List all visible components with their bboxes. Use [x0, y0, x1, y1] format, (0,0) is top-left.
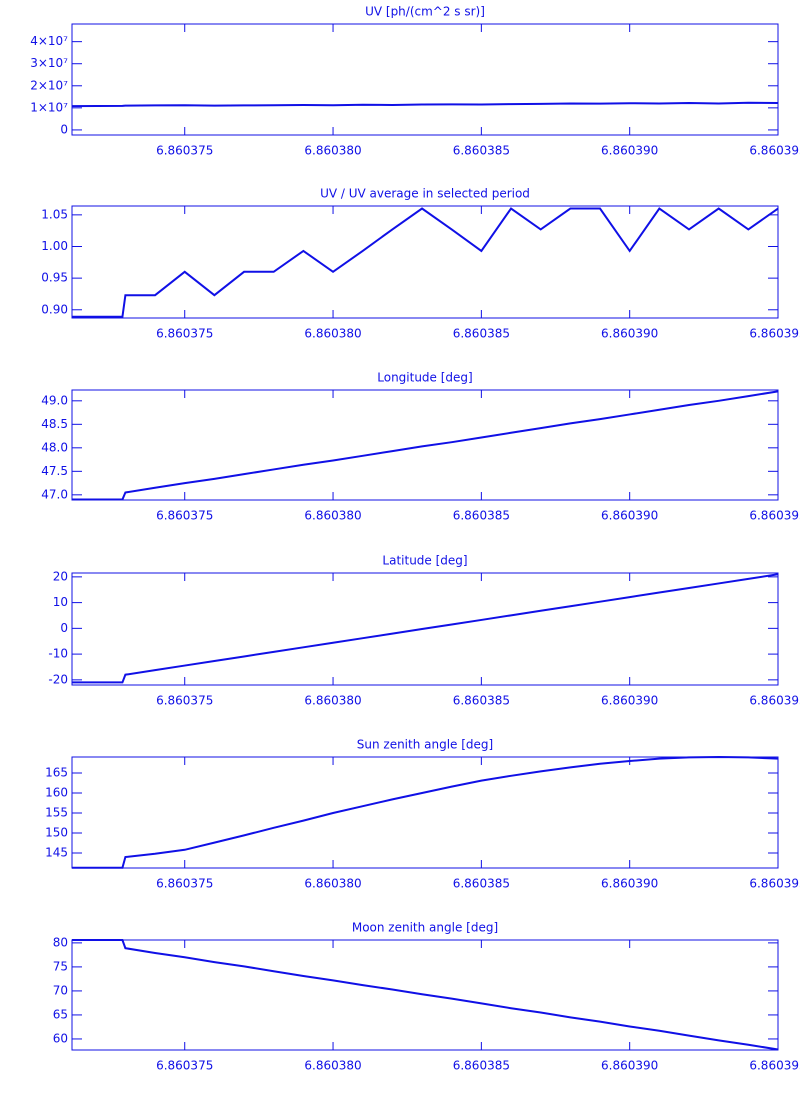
y-tick-label: 0: [60, 621, 68, 635]
x-tick-label: 6.860375: [156, 144, 213, 158]
data-line: [72, 207, 779, 318]
x-tick-label: 6.860395: [749, 327, 800, 341]
y-tick-label: 165: [45, 766, 68, 780]
panel-title: Longitude [deg]: [377, 371, 472, 385]
y-tick-label: 48.5: [41, 417, 68, 431]
x-tick-label: 6.860375: [156, 327, 213, 341]
y-tick-label: 155: [45, 806, 68, 820]
x-tick-label: 6.860375: [156, 694, 213, 708]
x-tick-label: 6.860385: [453, 509, 510, 523]
y-tick-label: 160: [45, 786, 68, 800]
y-tick-label: 2×10⁷: [30, 78, 68, 92]
y-tick-label: 75: [53, 959, 68, 973]
data-line: [72, 573, 779, 684]
y-tick-label: 0.90: [41, 302, 68, 316]
x-tick-label: 6.860380: [304, 144, 361, 158]
plot-frame: [71, 23, 779, 136]
x-tick-label: 6.860385: [453, 144, 510, 158]
x-tick-label: 6.860380: [304, 694, 361, 708]
x-tick-label: 6.860385: [453, 694, 510, 708]
panel-title: UV [ph/(cm^2 s sr)]: [365, 5, 485, 19]
plot-frame: [71, 572, 779, 686]
y-tick-label: 48.0: [41, 440, 68, 454]
x-tick-label: 6.860390: [601, 877, 658, 891]
y-tick-label: 70: [53, 983, 68, 997]
x-tick-label: 6.860385: [453, 877, 510, 891]
data-line: [72, 939, 779, 1051]
y-tick-label: 80: [53, 935, 68, 949]
x-tick-label: 6.860375: [156, 877, 213, 891]
x-tick-label: 6.860390: [601, 144, 658, 158]
x-tick-label: 6.860390: [601, 1059, 658, 1073]
y-tick-label: 3×10⁷: [30, 56, 68, 70]
x-tick-label: 6.860390: [601, 509, 658, 523]
plot-frame: [71, 389, 779, 501]
x-tick-label: 6.860395: [749, 509, 800, 523]
y-tick-label: 20: [53, 569, 68, 583]
panel-title: Sun zenith angle [deg]: [357, 738, 493, 752]
x-tick-label: 6.860385: [453, 327, 510, 341]
y-tick-label: 0: [60, 122, 68, 136]
x-tick-label: 6.860375: [156, 1059, 213, 1073]
y-tick-label: 10: [53, 595, 68, 609]
x-tick-label: 6.860390: [601, 327, 658, 341]
y-tick-label: 60: [53, 1031, 68, 1045]
x-tick-label: 6.860395: [749, 144, 800, 158]
y-tick-label: 1.00: [41, 239, 68, 253]
data-line: [72, 390, 779, 501]
x-tick-label: 6.860390: [601, 694, 658, 708]
y-tick-label: 1.05: [41, 207, 68, 221]
y-tick-label: -10: [48, 647, 68, 661]
x-tick-label: 6.860380: [304, 509, 361, 523]
x-tick-label: 6.860380: [304, 1059, 361, 1073]
panel-title: Latitude [deg]: [382, 554, 467, 568]
y-tick-label: 47.5: [41, 464, 68, 478]
x-tick-label: 6.860385: [453, 1059, 510, 1073]
y-tick-label: 145: [45, 846, 68, 860]
data-line: [71, 101, 779, 108]
x-tick-label: 6.860395: [749, 877, 800, 891]
y-tick-label: 4×10⁷: [30, 34, 68, 48]
y-tick-label: 1×10⁷: [30, 100, 68, 114]
y-tick-label: -20: [48, 672, 68, 686]
y-tick-label: 47.0: [41, 487, 68, 501]
x-tick-label: 6.860380: [304, 327, 361, 341]
x-tick-label: 6.860395: [749, 1059, 800, 1073]
x-tick-label: 6.860395: [749, 694, 800, 708]
y-tick-label: 65: [53, 1007, 68, 1021]
y-tick-label: 150: [45, 826, 68, 840]
y-tick-label: 0.95: [41, 271, 68, 285]
x-tick-label: 6.860375: [156, 509, 213, 523]
plot-frame: [71, 205, 779, 319]
panel-title: Moon zenith angle [deg]: [352, 921, 498, 935]
plot-frame: [71, 939, 779, 1051]
data-line: [72, 755, 779, 869]
y-tick-label: 49.0: [41, 393, 68, 407]
x-tick-label: 6.860380: [304, 877, 361, 891]
panel-title: UV / UV average in selected period: [320, 187, 530, 201]
